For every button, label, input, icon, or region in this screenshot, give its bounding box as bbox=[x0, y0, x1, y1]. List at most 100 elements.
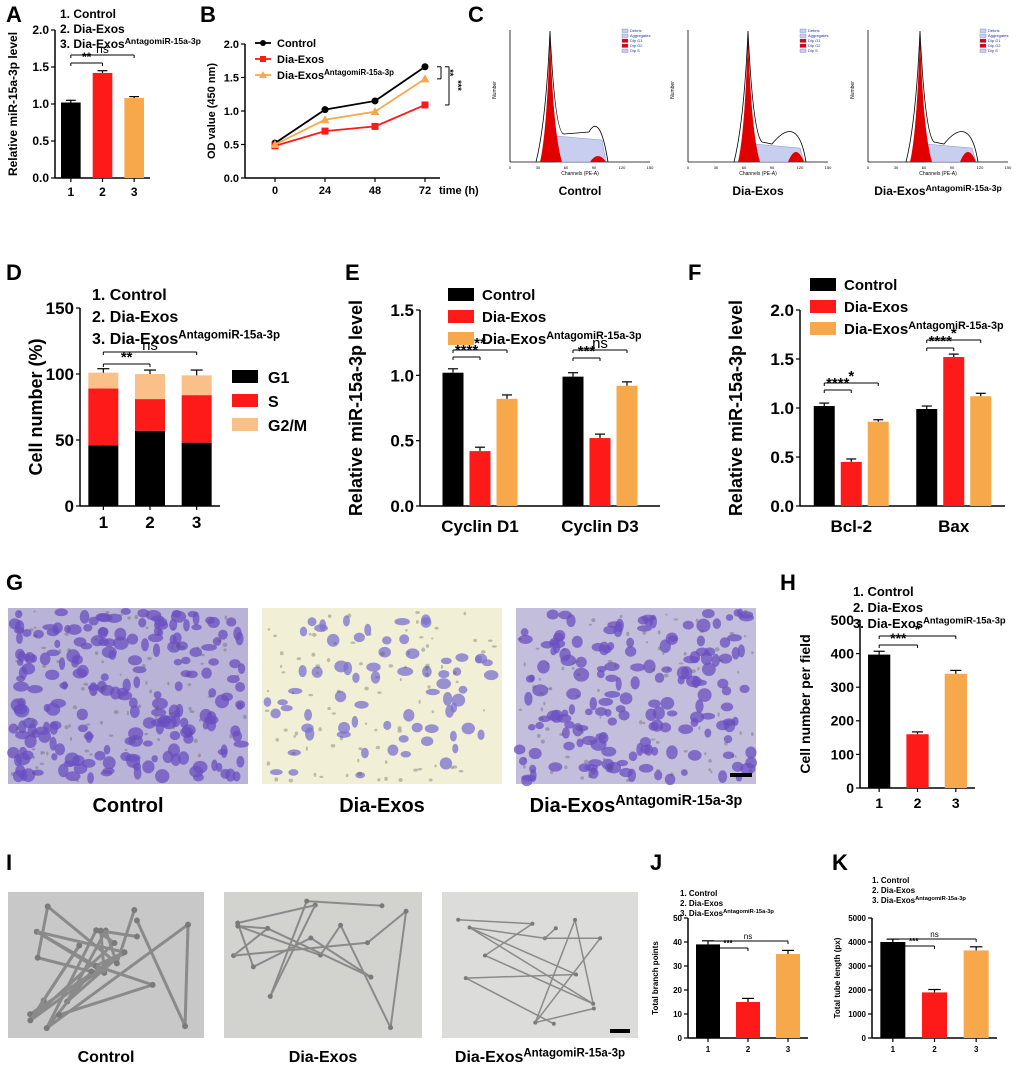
G-cell bbox=[122, 678, 131, 693]
G-cell bbox=[217, 748, 228, 755]
G-cell bbox=[664, 773, 676, 786]
G-cell bbox=[428, 778, 433, 782]
H-y-tick-label: 0 bbox=[846, 780, 854, 796]
G-cell bbox=[353, 632, 365, 643]
G-cell bbox=[607, 660, 613, 663]
C-hist-tick-label: 30 bbox=[536, 165, 541, 170]
I-tube bbox=[574, 919, 594, 1004]
B-point bbox=[370, 107, 380, 116]
I-tube bbox=[458, 918, 533, 925]
G-cell bbox=[657, 630, 661, 635]
G-cell bbox=[206, 718, 217, 732]
G-cell bbox=[327, 614, 332, 618]
B-series-line bbox=[274, 66, 426, 144]
G-cell bbox=[538, 678, 542, 681]
G-cell bbox=[439, 757, 453, 770]
G-cell bbox=[656, 769, 661, 772]
A-bar-1 bbox=[61, 102, 81, 178]
G-cell bbox=[529, 764, 537, 774]
G-cell bbox=[339, 736, 344, 741]
H-y-tick-label: 100 bbox=[831, 746, 855, 762]
G-cell bbox=[358, 747, 363, 751]
G-cell bbox=[535, 647, 540, 650]
C-hist-tick-label: 0 bbox=[687, 165, 690, 170]
A-y-axis-title: Relative miR-15a-3p level bbox=[6, 32, 20, 176]
G-cell bbox=[644, 618, 654, 627]
G-cell bbox=[304, 709, 313, 721]
J-sig-label: *** bbox=[723, 939, 733, 948]
I-branch-point bbox=[267, 993, 273, 999]
G-cell bbox=[724, 741, 728, 746]
G-cell bbox=[118, 696, 123, 700]
I-tube bbox=[45, 929, 98, 1029]
G-cell bbox=[170, 610, 187, 623]
G-cell bbox=[308, 693, 314, 697]
G-cell bbox=[311, 666, 323, 678]
F-sig-label: * bbox=[951, 325, 957, 342]
G-cell bbox=[49, 736, 57, 751]
G-cell bbox=[41, 751, 46, 755]
G-photo-texture bbox=[513, 608, 757, 787]
G-cell bbox=[434, 764, 437, 768]
G-cell bbox=[425, 644, 430, 648]
G-cell bbox=[200, 653, 205, 657]
G-cell bbox=[154, 715, 158, 720]
G-cell bbox=[596, 670, 605, 679]
G-cell bbox=[461, 722, 476, 735]
G-cell bbox=[145, 680, 148, 685]
G-cell bbox=[636, 742, 644, 756]
C-legend-label: Aggregates bbox=[808, 33, 828, 38]
G-cell bbox=[458, 685, 468, 694]
I-branch-point bbox=[553, 926, 558, 931]
G-cell bbox=[566, 614, 576, 628]
C-legend-swatch bbox=[621, 33, 629, 38]
G-cell bbox=[687, 750, 702, 761]
D-sig-label: ** bbox=[121, 349, 133, 366]
G-cell bbox=[32, 634, 38, 638]
panel-letter-C: C bbox=[468, 2, 484, 27]
G-cell bbox=[307, 617, 317, 627]
G-cell bbox=[666, 745, 678, 760]
G-cell bbox=[452, 667, 462, 676]
G-cell bbox=[717, 712, 720, 717]
G-cell bbox=[637, 625, 652, 632]
I-branch-point bbox=[530, 921, 535, 926]
label-main: 3. Dia-Exos bbox=[872, 896, 916, 905]
G-cell bbox=[455, 680, 459, 684]
I-tube bbox=[339, 924, 392, 1029]
G-cell bbox=[154, 617, 168, 628]
G-cell bbox=[169, 730, 181, 741]
C-legend-label: Debris bbox=[988, 28, 1000, 33]
G-cell bbox=[536, 733, 541, 738]
G-cell bbox=[29, 628, 34, 632]
G-cell bbox=[126, 711, 129, 716]
C-hist-y-axis-title: Number bbox=[492, 81, 498, 99]
J-bar-1 bbox=[696, 944, 720, 1038]
E-legend-label: Control bbox=[482, 287, 535, 304]
G-cell bbox=[327, 706, 332, 711]
H-legend-item: 2. Dia-Exos bbox=[853, 600, 923, 615]
panel-letter-I: I bbox=[6, 850, 12, 875]
G-cell bbox=[535, 721, 544, 730]
G-cell bbox=[20, 769, 28, 782]
G-cell bbox=[134, 614, 139, 620]
G-cell bbox=[208, 688, 217, 698]
G-cell bbox=[619, 692, 633, 705]
I-tube-network bbox=[231, 898, 409, 1031]
G-cell bbox=[171, 645, 174, 650]
G-cell bbox=[94, 637, 98, 641]
G-cell bbox=[95, 612, 110, 622]
G-cell bbox=[572, 661, 576, 665]
K-sig-label: *** bbox=[909, 937, 919, 946]
chart-F: 0.0 0.5 1.0 1.5 2.0 Relative miR-15a-3p level… bbox=[726, 277, 1005, 536]
chart-B: 0.0 0.5 1.0 1.5 2.0 OD value (450 nm) 0 24 48 72 t… bbox=[206, 38, 479, 197]
G-cell bbox=[517, 637, 522, 641]
I-tube bbox=[269, 904, 317, 997]
G-cell bbox=[76, 664, 89, 678]
I-branch-point bbox=[113, 960, 120, 967]
F-legend-label: Control bbox=[844, 277, 897, 294]
I-tube bbox=[29, 941, 116, 1022]
G-cell bbox=[187, 683, 192, 687]
G-cell bbox=[17, 651, 26, 662]
G-cell bbox=[604, 708, 612, 717]
